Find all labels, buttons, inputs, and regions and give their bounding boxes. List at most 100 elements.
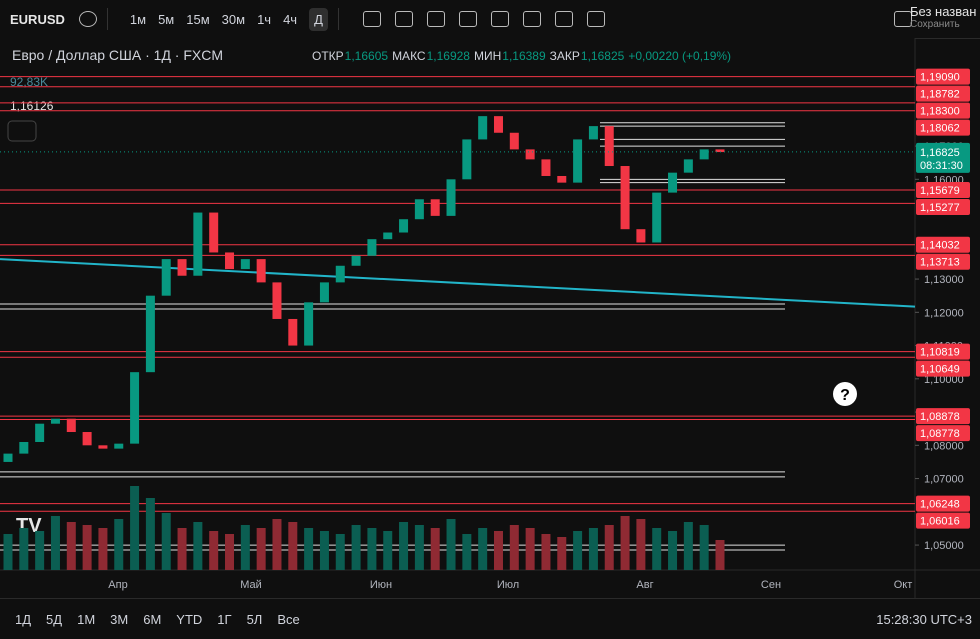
candle-body bbox=[82, 432, 92, 446]
range-button[interactable]: 5Л bbox=[246, 611, 263, 627]
candle-body bbox=[636, 229, 646, 243]
indicators[interactable] bbox=[426, 11, 445, 27]
level-tag-label: 1,15277 bbox=[920, 202, 960, 214]
add-symbol[interactable] bbox=[78, 11, 97, 27]
volume-bar bbox=[414, 525, 424, 570]
clock: 15:28:30 UTC+3 bbox=[876, 611, 972, 627]
interval-button[interactable]: Д bbox=[309, 7, 328, 31]
volume-bar bbox=[66, 522, 76, 570]
candle-body bbox=[240, 259, 250, 270]
replay[interactable] bbox=[522, 11, 541, 27]
volume-bar bbox=[367, 528, 377, 570]
volume-bar bbox=[335, 534, 345, 570]
candles-button[interactable] bbox=[362, 11, 381, 27]
range-button[interactable]: Все bbox=[277, 611, 300, 627]
volume-bar bbox=[573, 531, 583, 570]
range-button[interactable]: 1Д bbox=[15, 611, 32, 627]
y-tick-label: 1,13000 bbox=[924, 274, 964, 286]
candle-body bbox=[130, 372, 140, 444]
x-tick-label: Май bbox=[240, 579, 262, 591]
volume-bar bbox=[304, 528, 314, 570]
candle-body bbox=[66, 418, 76, 433]
level-tag-label: 1,06248 bbox=[920, 499, 960, 511]
help-button[interactable] bbox=[833, 382, 857, 406]
candle-body bbox=[430, 199, 440, 216]
volume-bar bbox=[399, 522, 409, 570]
candle-body bbox=[304, 302, 314, 346]
collapse-button[interactable] bbox=[7, 120, 37, 142]
candle-body bbox=[3, 453, 13, 462]
layout-checkbox[interactable] bbox=[894, 11, 912, 27]
redo[interactable] bbox=[586, 11, 605, 27]
level-tag-label: 1,06016 bbox=[920, 516, 960, 528]
interval-button[interactable]: 1м bbox=[129, 11, 147, 27]
volume-bar bbox=[130, 486, 140, 570]
candle-body bbox=[399, 219, 409, 233]
volume-bar bbox=[557, 537, 567, 570]
range-button[interactable]: 3М bbox=[110, 611, 129, 627]
level-tag-label: 1,14032 bbox=[920, 240, 960, 252]
layout-title: Без назван bbox=[910, 4, 977, 19]
level-tag bbox=[916, 495, 970, 512]
legend-open-label: ОТКР bbox=[312, 49, 344, 63]
candle-body bbox=[478, 116, 488, 140]
candle-body bbox=[288, 318, 298, 346]
volume-bar bbox=[19, 528, 29, 570]
interval-button[interactable]: 15м bbox=[186, 11, 210, 27]
candle-body bbox=[699, 149, 709, 160]
x-tick-label: Апр bbox=[108, 579, 127, 591]
separator bbox=[106, 8, 108, 30]
range-button[interactable]: 6М bbox=[143, 611, 162, 627]
bar-style[interactable] bbox=[394, 11, 413, 27]
range-button[interactable]: 1Г bbox=[217, 611, 232, 627]
volume-bar bbox=[620, 516, 630, 570]
interval-button[interactable]: 1ч bbox=[257, 11, 272, 27]
volume-bar bbox=[604, 525, 614, 570]
volume-bar bbox=[588, 528, 598, 570]
level-tag bbox=[916, 102, 970, 119]
alert[interactable] bbox=[490, 11, 509, 27]
volume-bar bbox=[3, 534, 13, 570]
candle-body bbox=[225, 252, 235, 270]
legend-low: 1,16389 bbox=[502, 49, 546, 63]
chart: Евро / Доллар США · 1Д · FXCM 92,83K 1,1… bbox=[0, 38, 980, 598]
layout-name[interactable]: Без назван Сохранить bbox=[910, 4, 980, 30]
x-tick-label: Окт bbox=[894, 579, 913, 591]
level-tag bbox=[916, 253, 970, 270]
candle-body bbox=[462, 139, 472, 180]
level-tag bbox=[916, 85, 970, 102]
level-tag bbox=[916, 425, 970, 442]
volume-bar bbox=[82, 525, 92, 570]
interval-button[interactable]: 30м bbox=[221, 11, 246, 27]
volume-bar bbox=[541, 534, 551, 570]
range-button[interactable]: 1М bbox=[77, 611, 96, 627]
range-button[interactable]: 5Д bbox=[46, 611, 63, 627]
ranges: 1Д 5Д 1М 3М 6М YTD 1Г 5Л Все bbox=[0, 612, 300, 627]
volume-bar bbox=[50, 516, 60, 570]
interval-button[interactable]: 5м bbox=[158, 11, 175, 27]
candle-body bbox=[573, 139, 583, 183]
layouts[interactable] bbox=[458, 11, 477, 27]
range-button[interactable]: YTD bbox=[176, 611, 203, 627]
volume-bar bbox=[288, 522, 298, 570]
candle-body bbox=[493, 116, 503, 133]
interval-button[interactable]: 4ч bbox=[283, 11, 298, 27]
x-tick-label: Июл bbox=[497, 579, 519, 591]
volume-bar bbox=[652, 528, 662, 570]
legend-change: +0,00220 (+0,19%) bbox=[628, 49, 731, 63]
candle-body bbox=[414, 199, 424, 220]
undo[interactable] bbox=[554, 11, 573, 27]
volume-bar bbox=[430, 528, 440, 570]
volume-bar bbox=[383, 531, 393, 570]
candle-body bbox=[98, 445, 108, 449]
symbol[interactable]: EURUSD bbox=[10, 11, 65, 27]
volume-bar bbox=[636, 519, 646, 570]
y-tick-label: 1,05000 bbox=[924, 540, 964, 552]
volume-bar bbox=[240, 525, 250, 570]
level-tag-label: 1,18782 bbox=[920, 89, 960, 101]
save-label: Сохранить bbox=[910, 19, 960, 30]
candle-body bbox=[177, 259, 187, 276]
volume-bar bbox=[525, 528, 535, 570]
candle-body bbox=[620, 166, 630, 230]
volume-bar bbox=[699, 525, 709, 570]
